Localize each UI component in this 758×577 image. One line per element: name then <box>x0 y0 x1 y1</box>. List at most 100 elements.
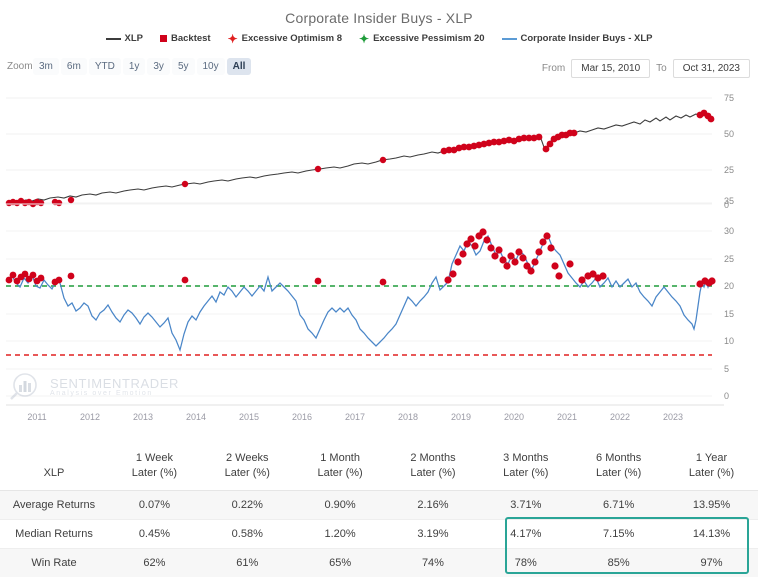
x-tick-2017: 2017 <box>345 412 365 422</box>
col-line2: Later (%) <box>224 466 270 479</box>
date-range-controls: From Mar 15, 2010 To Oct 31, 2023 <box>542 59 750 78</box>
y-tick-15: 15 <box>724 309 734 319</box>
star-marker-icon: ✦ <box>359 31 370 46</box>
y-tick-0: 0 <box>724 200 729 210</box>
cell-med-1month: 1.20% <box>293 518 387 549</box>
square-marker-icon <box>159 35 167 42</box>
cell-med-2months: 3.19% <box>386 518 480 549</box>
cell-avg-2months: 2.16% <box>386 490 480 520</box>
col-line2: Later (%) <box>503 466 549 479</box>
legend-label: XLP <box>124 33 143 44</box>
col-line1: 1 Month <box>320 452 360 464</box>
xlp-price-line <box>7 111 713 204</box>
cell-med-1year: 14.13% <box>665 518 758 549</box>
backtest-signal-dots-indicator <box>5 228 716 288</box>
col-line2: Later (%) <box>410 466 456 479</box>
line-marker-icon <box>105 37 121 40</box>
y-tick-25: 25 <box>724 165 734 175</box>
y-tick-20: 20 <box>724 281 734 291</box>
column-header-6-months: 6 Months Later (%) <box>572 447 666 491</box>
to-label: To <box>656 63 667 74</box>
x-tick-2016: 2016 <box>292 412 312 422</box>
zoom-range-ytd[interactable]: YTD <box>88 58 121 75</box>
y-tick-30: 30 <box>724 226 734 236</box>
from-label: From <box>541 63 566 74</box>
col-line2: Later (%) <box>688 466 735 479</box>
legend-label: Excessive Pessimism 20 <box>373 33 485 44</box>
y-tick-50: 50 <box>724 129 734 139</box>
x-tick-2020: 2020 <box>504 412 524 422</box>
cell-win-1week: 62% <box>108 547 201 577</box>
x-tick-2018: 2018 <box>398 412 418 422</box>
column-header-2-months: 2 Months Later (%) <box>386 447 480 491</box>
cell-avg-6months: 6.71% <box>572 490 666 520</box>
cell-win-1month: 65% <box>293 547 387 577</box>
cell-win-1year: 97% <box>665 547 758 577</box>
x-tick-2014: 2014 <box>186 412 206 422</box>
cell-avg-2weeks: 0.22% <box>200 490 294 520</box>
chart-legend: XLP Backtest ✦ Excessive Optimism 8 ✦ Ex… <box>0 31 758 46</box>
col-line2: Later (%) <box>596 466 642 479</box>
x-tick-2011: 2011 <box>27 412 46 422</box>
legend-item-xlp[interactable]: XLP <box>105 33 143 44</box>
cell-win-3months: 78% <box>479 547 573 577</box>
zoom-range-5y[interactable]: 5y <box>171 58 195 75</box>
y-tick-35: 35 <box>724 196 734 206</box>
zoom-range-1y[interactable]: 1y <box>122 58 146 75</box>
y-tick-10: 10 <box>724 336 734 346</box>
cell-avg-1week: 0.07% <box>108 490 201 520</box>
table-row: Average Returns 0.07% 0.22% 0.90% 2.16% … <box>0 490 758 520</box>
cell-win-2months: 74% <box>386 547 480 577</box>
row-label-median-returns: Median Returns <box>0 518 108 549</box>
x-tick-2019: 2019 <box>451 412 471 422</box>
star-marker-icon: ✦ <box>227 31 238 46</box>
col-line1: 1 Week <box>135 452 173 464</box>
legend-item-excessive-pessimism[interactable]: ✦ Excessive Pessimism 20 <box>359 31 485 46</box>
zoom-range-all[interactable]: All <box>226 58 252 75</box>
col-line2: Later (%) <box>317 466 363 479</box>
price-panel-gridlines <box>6 97 712 204</box>
table-corner-label: XLP <box>0 447 108 491</box>
cell-avg-1year: 13.95% <box>665 490 758 520</box>
from-date-input[interactable]: Mar 15, 2010 <box>571 59 651 78</box>
col-line1: 3 Months <box>503 452 549 464</box>
cell-med-1week: 0.45% <box>108 518 201 549</box>
legend-label: Corporate Insider Buys - XLP <box>520 33 653 44</box>
page-title: Corporate Insider Buys - XLP <box>285 10 473 26</box>
zoom-range-10y[interactable]: 10y <box>196 58 225 75</box>
price-panel-y-axis: 75 50 25 0 <box>724 93 734 210</box>
chart-toolbar: Zoom 3m 6m YTD 1y 3y 5y 10y All From Mar… <box>0 58 758 80</box>
x-tick-2013: 2013 <box>133 412 153 422</box>
row-label-win-rate: Win Rate <box>0 547 108 577</box>
legend-item-excessive-optimism[interactable]: ✦ Excessive Optimism 8 <box>227 31 342 46</box>
y-tick-25: 25 <box>724 254 734 264</box>
zoom-range-3y[interactable]: 3y <box>147 58 170 75</box>
col-line1: 2 Weeks <box>225 452 269 464</box>
y-tick-5: 5 <box>724 364 729 374</box>
x-tick-2012: 2012 <box>80 412 100 422</box>
to-date-input[interactable]: Oct 31, 2023 <box>672 59 750 78</box>
chart-plot-area[interactable]: 75 50 25 0 <box>0 84 758 432</box>
legend-item-insider-buys[interactable]: Corporate Insider Buys - XLP <box>501 33 653 44</box>
zoom-range-buttons: 3m 6m YTD 1y 3y 5y 10y All <box>33 58 252 75</box>
col-line1: 2 Months <box>410 452 456 464</box>
cell-med-6months: 7.15% <box>572 518 666 549</box>
indicator-panel-y-axis: 35 30 25 20 15 10 5 0 <box>724 196 734 401</box>
column-header-3-months: 3 Months Later (%) <box>479 447 573 491</box>
cell-avg-1month: 0.90% <box>293 490 387 520</box>
col-line2: Later (%) <box>131 466 178 479</box>
indicator-panel-gridlines <box>6 203 712 397</box>
zoom-range-6m[interactable]: 6m <box>60 58 87 75</box>
table-row: Median Returns 0.45% 0.58% 1.20% 3.19% 4… <box>0 518 758 549</box>
cell-win-2weeks: 61% <box>200 547 294 577</box>
zoom-range-3m[interactable]: 3m <box>33 58 59 75</box>
returns-table-container: XLP 1 Week Later (%) 2 Weeks Later (%) 1… <box>0 447 758 577</box>
legend-item-backtest[interactable]: Backtest <box>159 33 211 44</box>
cell-win-6months: 85% <box>572 547 666 577</box>
zoom-label: Zoom <box>7 61 33 72</box>
table-row: Win Rate 62% 61% 65% 74% 78% 85% 97% <box>0 547 758 577</box>
cell-med-3months: 4.17% <box>479 518 573 549</box>
col-line1: 6 Months <box>596 452 642 464</box>
returns-table: XLP 1 Week Later (%) 2 Weeks Later (%) 1… <box>0 447 758 577</box>
